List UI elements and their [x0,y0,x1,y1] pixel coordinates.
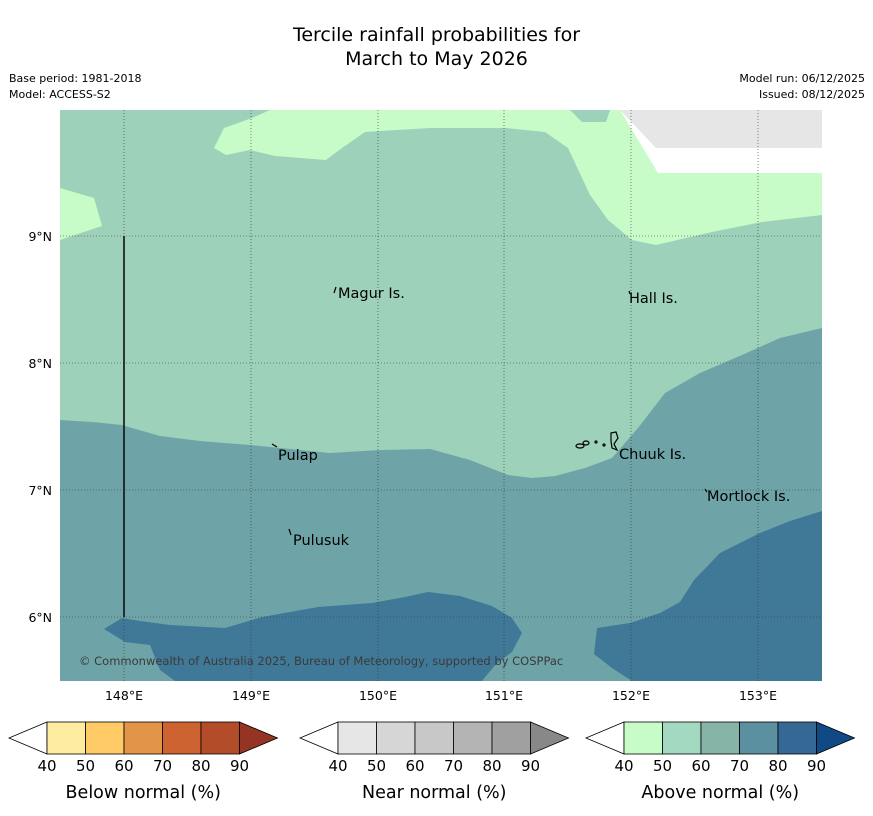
place-labels: Magur Is. Hall Is. Pulap Chuuk Is. Mortl… [278,286,790,549]
lat-tick-8n: 8°N [28,356,52,371]
legend-swatch [491,721,531,755]
legend-high-extend [816,721,856,755]
legend-swatch [46,721,86,755]
island-pulusuk-icon [288,528,292,536]
zone-above-50-west [60,188,102,240]
legend-swatch [85,721,125,755]
model-run: Model run: 06/12/2025 [739,72,865,85]
label-magur: Magur Is. [338,286,405,302]
legend-swatch [662,721,702,755]
legend-swatch [623,721,663,755]
legend-tick: 70 [444,757,463,775]
legend-tick: 40 [328,757,347,775]
island-chuuk-icon [575,431,619,452]
legend-swatch [700,721,740,755]
legend-tick: 50 [367,757,386,775]
legend-low-extend [584,721,625,755]
legend-tick: 70 [730,757,749,775]
legend-high-extend [530,721,570,755]
map-area: Magur Is. Hall Is. Pulap Chuuk Is. Mortl… [60,110,822,681]
legend-swatch [123,721,163,755]
island-mortlock-icon [704,488,708,493]
label-chuuk: Chuuk Is. [619,447,686,463]
lon-tick-148: 148°E [105,688,143,703]
lon-tick-149: 149°E [232,688,270,703]
legend-high-extend [239,721,279,755]
zone-no-data [620,110,822,148]
legends: 40 50 60 70 80 90 Below normal (%) 40 50 60 70 80 90… [7,721,856,803]
base-period: Base period: 1981-2018 [9,72,142,85]
legend-swatch [376,721,416,755]
legend-swatch [414,721,454,755]
legend-tick: 50 [653,757,672,775]
lat-tick-7n: 7°N [28,483,52,498]
legend-tick: 40 [614,757,633,775]
legend-1: 40 50 60 70 80 90 Below normal (%) [7,721,279,803]
title-line-2: March to May 2026 [345,48,528,70]
meta-right: Model run: 06/12/2025 Issued: 08/12/2025 [739,71,865,103]
legend-swatch [739,721,779,755]
legend-label: Below normal (%) [66,783,221,803]
island-pulap-icon [271,443,278,448]
label-hall: Hall Is. [629,291,678,307]
legend-tick: 70 [153,757,172,775]
legend-2: 40 50 60 70 80 90 Near normal (%) [298,721,570,803]
legend-tick: 80 [482,757,501,775]
legend-tick: 60 [691,757,710,775]
issued-date: Issued: 08/12/2025 [758,88,865,101]
legend-swatch [337,721,377,755]
zone-above-70 [60,328,822,681]
legend-swatch [453,721,493,755]
legend-swatch [200,721,240,755]
legend-tick: 90 [230,757,249,775]
legend-label: Near normal (%) [362,783,507,803]
model-name: Model: ACCESS-S2 [9,88,111,101]
lon-tick-labels: 148°E 149°E 150°E 151°E 152°E 153°E [105,688,777,703]
lon-tick-151: 151°E [485,688,523,703]
lon-tick-150: 150°E [359,688,397,703]
island-magur-icon [333,286,337,294]
meta-left: Base period: 1981-2018 Model: ACCESS-S2 [9,71,141,103]
island-markers [271,286,708,536]
legend-tick: 80 [191,757,210,775]
legend-tick: 60 [114,757,133,775]
legend-low-extend [298,721,339,755]
label-mortlock: Mortlock Is. [707,489,790,505]
legend-tick: 50 [76,757,95,775]
legend-swatch [777,721,817,755]
zone-above-80-south [104,592,522,681]
copyright-notice: © Commonwealth of Australia 2025, Bureau… [79,654,563,668]
legend-low-extend [7,721,48,755]
island-hall-icon [628,290,631,295]
lat-tick-labels: 9°N 8°N 7°N 6°N [28,229,52,625]
label-pulap: Pulap [278,448,318,464]
legend-tick: 90 [807,757,826,775]
label-pulusuk: Pulusuk [293,533,350,549]
legend-tick: 90 [521,757,540,775]
lat-tick-6n: 6°N [28,610,52,625]
legend-label: Above normal (%) [641,783,799,803]
legend-3: 40 50 60 70 80 90 Above normal (%) [584,721,856,803]
legend-swatch [162,721,202,755]
title-line-1: Tercile rainfall probabilities for [292,24,581,46]
legend-tick: 60 [405,757,424,775]
lon-tick-153: 153°E [739,688,777,703]
lat-tick-9n: 9°N [28,229,52,244]
legend-tick: 40 [37,757,56,775]
zone-above-80-east [594,511,822,681]
legend-tick: 80 [768,757,787,775]
chart-title: Tercile rainfall probabilities for March… [0,23,873,71]
zone-white-band [620,110,822,173]
lon-tick-152: 152°E [612,688,650,703]
